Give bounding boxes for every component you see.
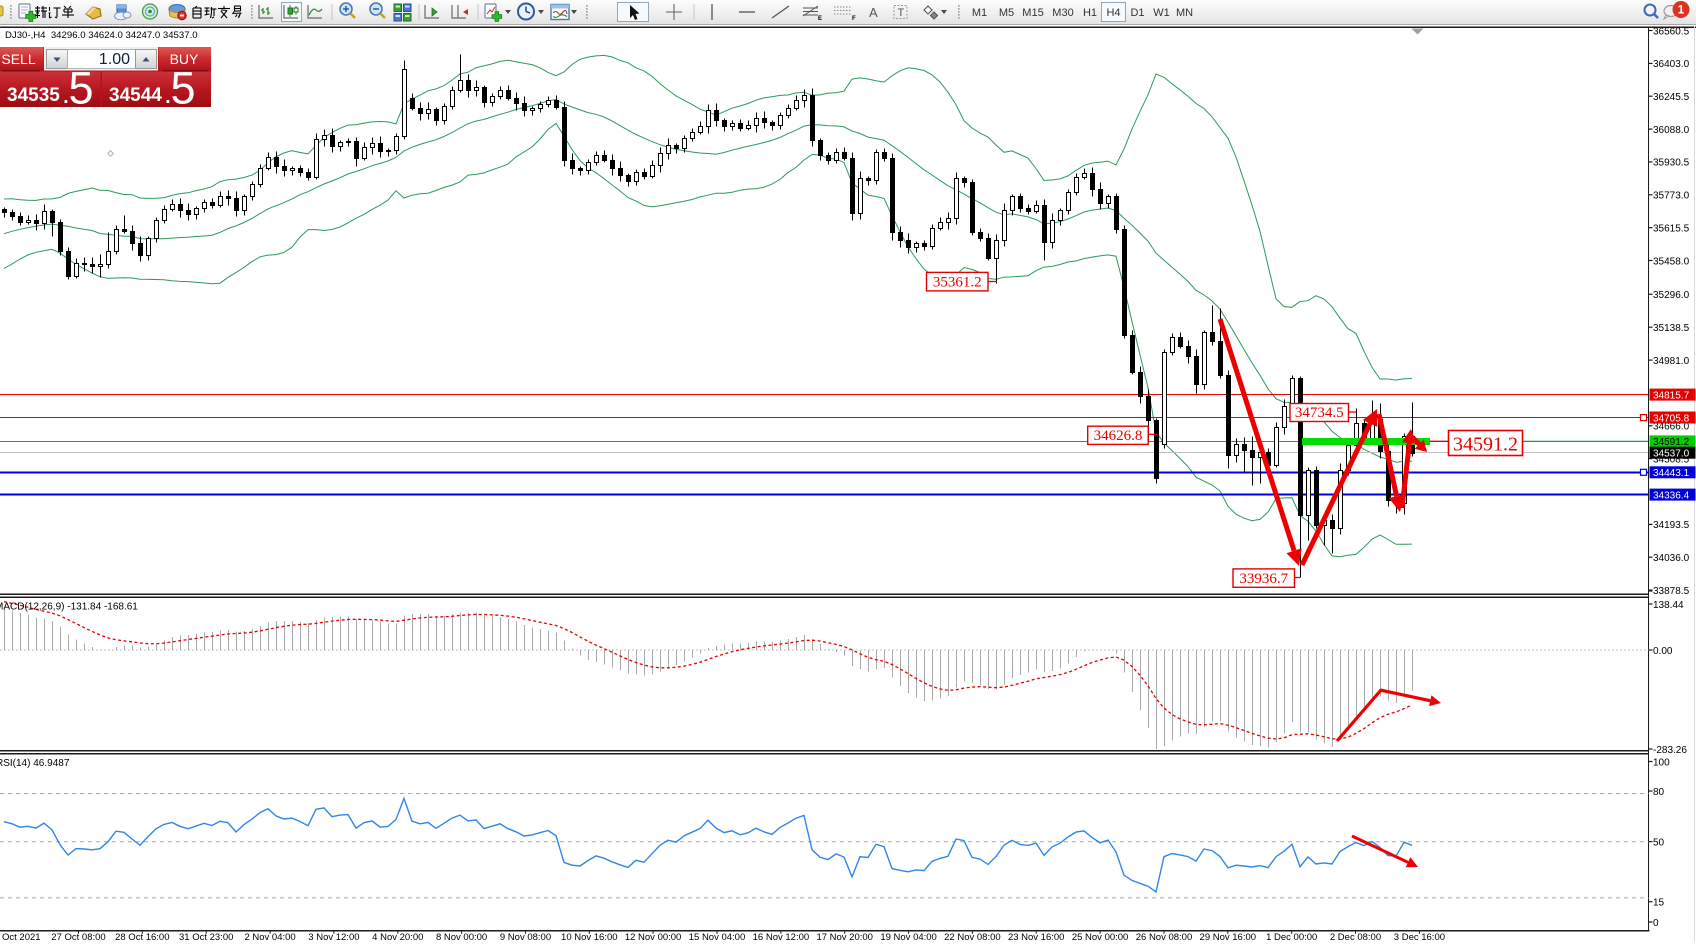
svg-text:28 Oct 16:00: 28 Oct 16:00 [115, 932, 169, 942]
svg-text:A: A [869, 5, 878, 20]
svg-text:35361.2: 35361.2 [933, 274, 982, 290]
svg-text:E: E [818, 16, 822, 22]
svg-text:17 Nov 20:00: 17 Nov 20:00 [816, 932, 873, 942]
svg-text:BUY: BUY [170, 51, 199, 67]
svg-text:Oct 2021: Oct 2021 [2, 932, 41, 942]
svg-text:12 Nov 00:00: 12 Nov 00:00 [625, 932, 682, 942]
svg-text:35138.5: 35138.5 [1653, 323, 1690, 334]
svg-text:3 Nov 12:00: 3 Nov 12:00 [308, 932, 359, 942]
svg-text:RSI(14) 46.9487: RSI(14) 46.9487 [0, 758, 70, 769]
svg-text:DJ30-,H4 34296.0 34624.0 3424: DJ30-,H4 34296.0 34624.0 34247.0 34537.0 [5, 30, 198, 41]
svg-text:D1: D1 [1130, 7, 1144, 19]
svg-text:31 Oct 23:00: 31 Oct 23:00 [179, 932, 233, 942]
svg-text:80: 80 [1653, 787, 1665, 798]
svg-text:36403.0: 36403.0 [1653, 59, 1690, 70]
svg-text:23 Nov 16:00: 23 Nov 16:00 [1008, 932, 1065, 942]
svg-text:100: 100 [1653, 757, 1670, 768]
svg-text:T: T [898, 7, 905, 19]
svg-text:1 Dec 00:00: 1 Dec 00:00 [1266, 932, 1317, 942]
svg-text:H1: H1 [1083, 7, 1097, 19]
svg-text:8 Nov 00:00: 8 Nov 00:00 [436, 932, 487, 942]
svg-text:36088.0: 36088.0 [1653, 125, 1690, 136]
svg-text:M5: M5 [999, 7, 1014, 19]
svg-text:34705.8: 34705.8 [1653, 413, 1690, 424]
svg-text:2 Dec 08:00: 2 Dec 08:00 [1330, 932, 1381, 942]
svg-text:34734.5: 34734.5 [1295, 405, 1344, 421]
svg-text:33878.5: 33878.5 [1653, 586, 1690, 597]
svg-text:0: 0 [1653, 918, 1659, 929]
svg-text:W1: W1 [1153, 7, 1170, 19]
svg-text:34666.0: 34666.0 [1653, 422, 1690, 433]
svg-text:10 Nov 16:00: 10 Nov 16:00 [561, 932, 618, 942]
svg-text:MN: MN [1176, 7, 1193, 19]
svg-text:34544: 34544 [109, 85, 162, 106]
svg-text:1: 1 [1678, 3, 1685, 17]
svg-text:34443.1: 34443.1 [1653, 468, 1690, 479]
svg-text:34591.2: 34591.2 [1453, 434, 1518, 456]
svg-text:15 Nov 04:00: 15 Nov 04:00 [689, 932, 746, 942]
svg-text:H4: H4 [1106, 7, 1120, 19]
svg-text:36245.5: 36245.5 [1653, 92, 1690, 103]
svg-text:5: 5 [171, 63, 196, 114]
svg-text:15: 15 [1653, 898, 1665, 909]
svg-text:35458.0: 35458.0 [1653, 256, 1690, 267]
svg-text:34336.4: 34336.4 [1653, 490, 1690, 501]
svg-text:34193.5: 34193.5 [1653, 520, 1690, 531]
svg-text:138.44: 138.44 [1653, 600, 1684, 611]
svg-text:34535: 34535 [7, 85, 60, 106]
svg-text:34591.2: 34591.2 [1653, 437, 1690, 448]
svg-text:26 Nov 08:00: 26 Nov 08:00 [1136, 932, 1193, 942]
svg-text:34508.5: 34508.5 [1653, 454, 1690, 465]
svg-text:50: 50 [1653, 837, 1665, 848]
svg-text:-283.26: -283.26 [1653, 745, 1687, 756]
svg-text:M15: M15 [1022, 7, 1043, 19]
svg-text:.: . [164, 78, 172, 109]
svg-text:.: . [62, 78, 70, 109]
svg-text:16 Nov 12:00: 16 Nov 12:00 [753, 932, 810, 942]
svg-text:19 Nov 04:00: 19 Nov 04:00 [880, 932, 937, 942]
svg-text:5: 5 [69, 63, 94, 114]
svg-text:34815.7: 34815.7 [1653, 390, 1690, 401]
svg-text:4 Nov 20:00: 4 Nov 20:00 [372, 932, 423, 942]
svg-text:25 Nov 00:00: 25 Nov 00:00 [1072, 932, 1129, 942]
svg-text:22 Nov 08:00: 22 Nov 08:00 [944, 932, 1001, 942]
svg-text:27 Oct 08:00: 27 Oct 08:00 [51, 932, 105, 942]
svg-text:35773.0: 35773.0 [1653, 191, 1690, 202]
svg-text:35296.0: 35296.0 [1653, 290, 1690, 301]
svg-text:9 Nov 08:00: 9 Nov 08:00 [500, 932, 551, 942]
svg-text:34626.8: 34626.8 [1094, 428, 1143, 444]
svg-text:3 Dec 16:00: 3 Dec 16:00 [1394, 932, 1445, 942]
svg-text:MACD(12,26,9) -131.84 -168.61: MACD(12,26,9) -131.84 -168.61 [0, 602, 138, 613]
svg-text:M30: M30 [1052, 7, 1073, 19]
svg-text:36560.5: 36560.5 [1653, 26, 1690, 37]
svg-text:2 Nov 04:00: 2 Nov 04:00 [244, 932, 295, 942]
svg-text:SELL: SELL [1, 51, 35, 67]
svg-text:34537.0: 34537.0 [1653, 449, 1690, 460]
svg-text:34981.0: 34981.0 [1653, 356, 1690, 367]
svg-text:1.00: 1.00 [99, 51, 130, 68]
svg-text:35930.5: 35930.5 [1653, 158, 1690, 169]
svg-text:0.00: 0.00 [1653, 646, 1673, 657]
svg-text:34036.0: 34036.0 [1653, 553, 1690, 564]
svg-text:29 Nov 16:00: 29 Nov 16:00 [1200, 932, 1257, 942]
svg-text:33936.7: 33936.7 [1239, 571, 1288, 587]
svg-text:M1: M1 [972, 7, 987, 19]
svg-text:35615.5: 35615.5 [1653, 224, 1690, 235]
svg-text:F: F [852, 16, 856, 22]
